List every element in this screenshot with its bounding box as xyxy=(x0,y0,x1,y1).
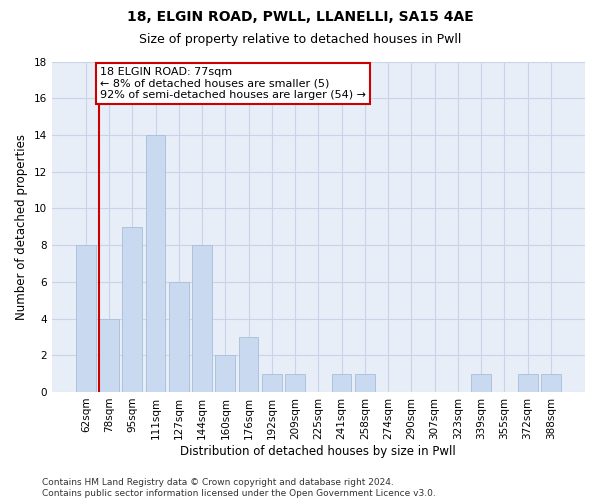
Text: Size of property relative to detached houses in Pwll: Size of property relative to detached ho… xyxy=(139,32,461,46)
Bar xyxy=(239,337,259,392)
Bar xyxy=(215,355,235,392)
Text: Contains HM Land Registry data © Crown copyright and database right 2024.
Contai: Contains HM Land Registry data © Crown c… xyxy=(42,478,436,498)
Bar xyxy=(518,374,538,392)
Bar xyxy=(122,226,142,392)
Bar xyxy=(262,374,282,392)
Bar xyxy=(192,245,212,392)
Bar xyxy=(99,318,119,392)
Bar xyxy=(471,374,491,392)
Bar xyxy=(285,374,305,392)
Bar xyxy=(169,282,188,392)
Bar xyxy=(146,135,166,392)
X-axis label: Distribution of detached houses by size in Pwll: Distribution of detached houses by size … xyxy=(181,444,456,458)
Bar xyxy=(332,374,352,392)
Bar xyxy=(355,374,375,392)
Text: 18 ELGIN ROAD: 77sqm
← 8% of detached houses are smaller (5)
92% of semi-detache: 18 ELGIN ROAD: 77sqm ← 8% of detached ho… xyxy=(100,67,367,100)
Bar xyxy=(541,374,561,392)
Text: 18, ELGIN ROAD, PWLL, LLANELLI, SA15 4AE: 18, ELGIN ROAD, PWLL, LLANELLI, SA15 4AE xyxy=(127,10,473,24)
Bar xyxy=(76,245,95,392)
Y-axis label: Number of detached properties: Number of detached properties xyxy=(15,134,28,320)
